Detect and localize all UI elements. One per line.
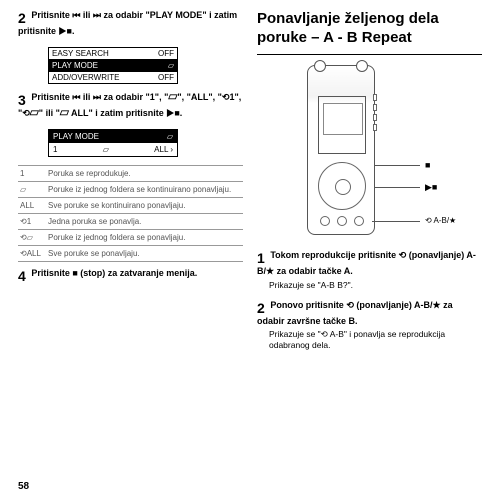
small-button: [354, 216, 364, 226]
step-number: 4: [18, 268, 26, 284]
device-illustration: ■ ▶■ ⟲ A-B/★: [257, 65, 482, 250]
control-wheel: [318, 162, 366, 210]
table-row: ⟲▱Poruke iz jednog foldera se ponavljaju…: [18, 230, 243, 246]
table-row: ▱Poruke iz jednog foldera se kontinuiran…: [18, 182, 243, 198]
side-button: [373, 114, 377, 121]
table-row: ⟲ALLSve poruke se ponavljaju.: [18, 246, 243, 262]
lcd-cell: ADD/OVERWRITE: [52, 73, 133, 82]
lcd-cell: PLAY MODE: [53, 132, 99, 141]
side-button: [373, 104, 377, 111]
lcd-cell: ▱: [133, 61, 174, 70]
label-ab: ⟲ A-B/★: [425, 216, 456, 225]
side-button: [373, 124, 377, 131]
step-number: 1: [257, 250, 265, 266]
right-column: Ponavljanje željenog dela poruke – A - B…: [257, 10, 482, 360]
lcd-cell: ▱: [103, 145, 109, 154]
lcd-cell: ▱: [167, 132, 173, 141]
step-number: 2: [18, 10, 26, 26]
lcd-cell: OFF: [133, 49, 174, 58]
label-stop: ■: [425, 160, 430, 170]
step-detail: Prikazuje se "A-B B?".: [269, 280, 482, 290]
step-4: 4 Pritisnite ■ (stop) za zatvaranje meni…: [18, 268, 243, 284]
lcd-cell: 1: [53, 145, 57, 154]
table-row: 1Poruka se reprodukuje.: [18, 166, 243, 182]
mic-icon: [314, 60, 326, 72]
step-text: Pritisnite ⏮ ili ⏭ za odabir "PLAY MODE"…: [18, 10, 237, 36]
mode-definitions-table: 1Poruka se reprodukuje. ▱Poruke iz jedno…: [18, 165, 243, 262]
step-text: Ponovo pritisnite ⟲ (ponavljanje) A-B/★ …: [257, 300, 453, 326]
lcd-cell: OFF: [133, 73, 174, 82]
section-title: Ponavljanje željenog dela poruke – A - B…: [257, 10, 482, 55]
step-3: 3 Pritisnite ⏮ ili ⏭ za odabir "1", "▱",…: [18, 92, 243, 119]
lcd-cell: ALL ›: [154, 145, 173, 154]
step-text: Pritisnite ■ (stop) za zatvaranje menija…: [31, 268, 197, 278]
device-screen: [318, 96, 366, 154]
label-play: ▶■: [425, 182, 437, 193]
mic-icon: [356, 60, 368, 72]
step-text: Tokom reprodukcije pritisnite ⟲ (ponavlj…: [257, 250, 476, 276]
small-button: [320, 216, 330, 226]
page-number: 58: [18, 481, 29, 492]
step-number: 3: [18, 92, 26, 108]
right-step-2: 2 Ponovo pritisnite ⟲ (ponavljanje) A-B/…: [257, 300, 482, 350]
lcd-cell: PLAY MODE: [52, 61, 133, 70]
left-column: 2 Pritisnite ⏮ ili ⏭ za odabir "PLAY MOD…: [18, 10, 243, 360]
step-number: 2: [257, 300, 265, 316]
small-button: [337, 216, 347, 226]
table-row: ALLSve poruke se kontinuirano ponavljaju…: [18, 198, 243, 214]
step-text: Pritisnite ⏮ ili ⏭ za odabir "1", "▱", "…: [18, 92, 241, 118]
step-2: 2 Pritisnite ⏮ ili ⏭ za odabir "PLAY MOD…: [18, 10, 243, 37]
lcd-display-2: PLAY MODE ▱ 1 ▱ ALL ›: [48, 129, 178, 157]
side-button: [373, 94, 377, 101]
right-step-1: 1 Tokom reprodukcije pritisnite ⟲ (ponav…: [257, 250, 482, 290]
table-row: ⟲1Jedna poruka se ponavlja.: [18, 214, 243, 230]
step-detail: Prikazuje se "⟲ A-B" i ponavlja se repro…: [269, 329, 482, 350]
lcd-display-1: EASY SEARCH OFF PLAY MODE ▱ ADD/OVERWRIT…: [48, 47, 178, 84]
lcd-cell: EASY SEARCH: [52, 49, 133, 58]
